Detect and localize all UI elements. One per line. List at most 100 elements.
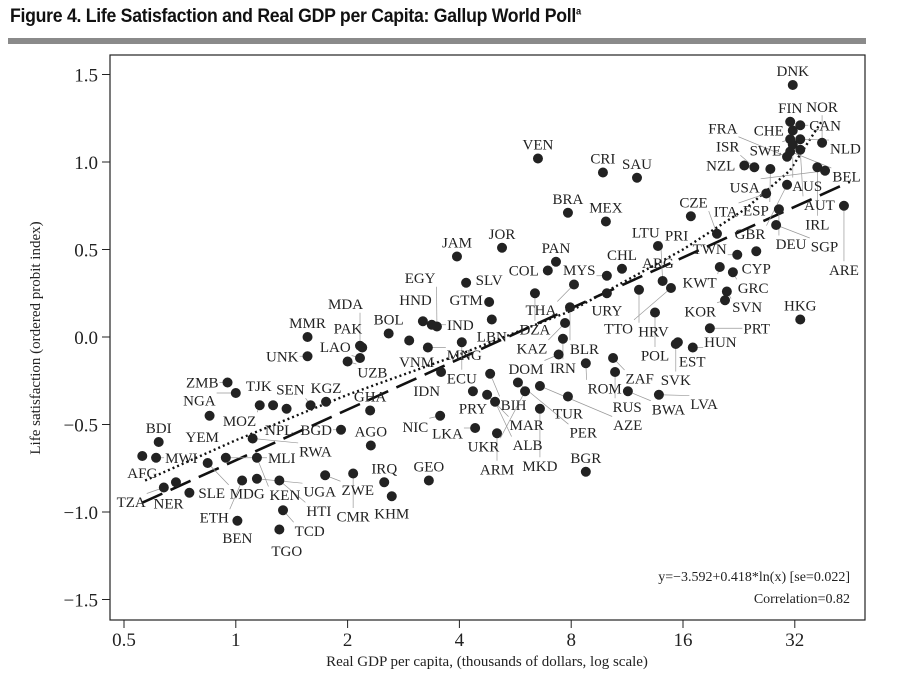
- point-label: NPL: [265, 423, 293, 439]
- point-label: URY: [591, 303, 622, 319]
- point-marker: [202, 458, 213, 468]
- data-point-nld: NLD: [795, 134, 861, 158]
- point-label: BEL: [832, 170, 860, 186]
- data-point-ind: IND: [426, 318, 474, 334]
- point-marker: [580, 466, 591, 477]
- point-marker: [649, 307, 660, 318]
- point-label: IRQ: [371, 461, 397, 477]
- point-marker: [274, 475, 285, 486]
- point-label: HND: [399, 293, 432, 309]
- point-label: NER: [154, 497, 184, 513]
- data-point-bdi: BDI: [146, 421, 172, 447]
- y-tick-label: 1.0: [74, 153, 98, 174]
- label-leader-line: [738, 136, 788, 158]
- data-point-tza: TZA: [117, 482, 169, 511]
- data-point-nor: NOR: [806, 100, 838, 148]
- point-label: NGA: [183, 394, 216, 410]
- data-point-dom: DOM: [508, 349, 564, 378]
- point-marker: [653, 389, 664, 400]
- point-marker: [714, 262, 725, 272]
- point-marker: [365, 440, 376, 451]
- point-label: MWI: [165, 451, 198, 467]
- point-label: DNK: [777, 64, 810, 80]
- point-label: DOM: [508, 362, 543, 378]
- point-label: SLE: [198, 486, 225, 502]
- data-point-kgz: KGZ: [311, 381, 341, 407]
- point-label: BRA: [553, 192, 584, 208]
- point-marker: [720, 295, 731, 306]
- data-point-tcd: TCD: [278, 505, 325, 540]
- point-marker: [817, 137, 828, 148]
- label-leader-line: [658, 394, 690, 396]
- point-label: JAM: [442, 236, 472, 252]
- point-label: MDA: [328, 297, 363, 313]
- data-point-sau: SAU: [622, 157, 652, 183]
- data-point-sle: SLE: [184, 486, 225, 502]
- point-label: SVN: [732, 300, 762, 316]
- point-label: EST: [679, 354, 706, 370]
- data-point-deu: DEU: [773, 204, 807, 253]
- point-label: SEN: [276, 383, 305, 399]
- point-marker: [562, 207, 573, 218]
- point-label: CRI: [590, 152, 615, 168]
- data-point-ven: VEN: [523, 138, 554, 164]
- data-point-gtm: GTM: [449, 277, 483, 309]
- data-point-tjk: TJK: [246, 379, 279, 411]
- point-label: ZWE: [342, 483, 374, 499]
- data-point-cri: CRI: [590, 152, 615, 178]
- point-marker: [610, 367, 621, 377]
- point-marker: [417, 316, 428, 327]
- data-point-afg: AFG: [127, 451, 157, 482]
- regression-equation: y=−3.592+0.418*ln(x) [se=0.022]: [658, 570, 850, 585]
- point-marker: [727, 267, 738, 278]
- point-marker: [220, 452, 231, 463]
- point-marker: [482, 389, 493, 400]
- data-point-ita: ITA: [714, 188, 772, 221]
- point-label: MYS: [563, 263, 596, 279]
- point-marker: [320, 470, 331, 481]
- point-marker: [787, 125, 798, 136]
- data-point-aze: AZE: [534, 381, 642, 434]
- data-point-npl: NPL: [265, 403, 293, 439]
- data-point-usa: USA: [730, 165, 831, 196]
- point-label: AUS: [792, 179, 822, 195]
- point-label: BWA: [652, 402, 686, 418]
- point-label: AZE: [613, 418, 642, 434]
- point-label: ETH: [200, 511, 229, 527]
- point-label: SAU: [622, 157, 652, 173]
- point-label: BDI: [146, 421, 172, 437]
- point-label: MKD: [522, 459, 557, 475]
- point-marker: [386, 491, 397, 502]
- point-label: UKR: [468, 440, 500, 456]
- label-leader-line: [494, 401, 512, 437]
- point-label: PRI: [665, 228, 688, 244]
- point-marker: [491, 428, 502, 439]
- figure-title-footnote-mark: a: [575, 6, 581, 18]
- point-label: KWT: [682, 276, 716, 292]
- point-label: GRC: [738, 281, 769, 297]
- point-marker: [230, 388, 241, 398]
- point-label: CHL: [607, 248, 637, 264]
- point-label: PRT: [743, 321, 770, 337]
- data-point-tgo: TGO: [271, 524, 302, 560]
- data-point-cmr: CMR: [336, 468, 370, 526]
- data-point-ago: AGO: [355, 425, 387, 451]
- point-label: MDG: [230, 486, 265, 502]
- point-marker: [568, 279, 579, 290]
- data-point-ury: URY: [591, 288, 622, 319]
- y-tick-label: 0.5: [74, 241, 98, 262]
- point-marker: [732, 249, 743, 260]
- x-axis-label: Real GDP per capita, (thousands of dolla…: [326, 654, 648, 670]
- point-label: ECU: [447, 371, 477, 387]
- data-point-nga: NGA: [183, 388, 241, 410]
- point-label: SVK: [661, 373, 691, 389]
- point-label: COL: [509, 264, 539, 280]
- data-point-pri: PRI: [665, 211, 696, 244]
- data-point-zaf: ZAF: [608, 353, 654, 388]
- label-leader-line: [539, 385, 613, 417]
- point-marker: [687, 342, 698, 353]
- point-label: SWE: [750, 143, 782, 159]
- point-label: BIH: [501, 398, 527, 414]
- data-point-ltu: LTU: [632, 226, 668, 286]
- data-point-uga: UGA: [251, 473, 336, 501]
